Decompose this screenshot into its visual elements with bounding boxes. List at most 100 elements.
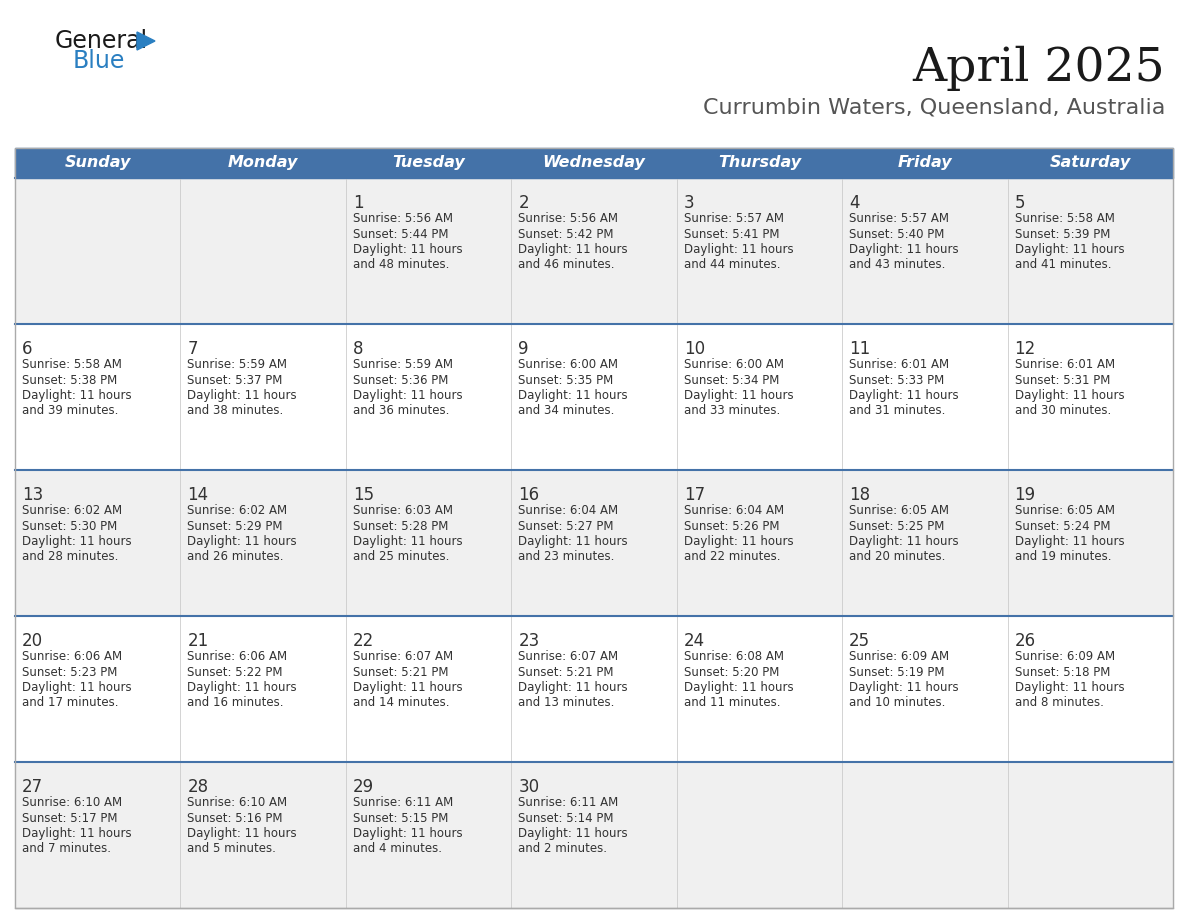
Text: Sunset: 5:24 PM: Sunset: 5:24 PM (1015, 520, 1110, 532)
Text: Sunrise: 5:57 AM: Sunrise: 5:57 AM (849, 212, 949, 225)
Bar (15, 324, 1173, 470)
Text: Sunrise: 6:11 AM: Sunrise: 6:11 AM (353, 796, 453, 809)
Text: Sunrise: 6:04 AM: Sunrise: 6:04 AM (684, 504, 784, 517)
Text: and 19 minutes.: and 19 minutes. (1015, 551, 1111, 564)
Text: and 20 minutes.: and 20 minutes. (849, 551, 946, 564)
Text: Daylight: 11 hours: Daylight: 11 hours (684, 389, 794, 402)
Text: Sunrise: 6:00 AM: Sunrise: 6:00 AM (684, 358, 784, 371)
Bar (15, 178, 1173, 324)
Text: Sunrise: 6:02 AM: Sunrise: 6:02 AM (23, 504, 122, 517)
Text: Sunset: 5:21 PM: Sunset: 5:21 PM (353, 666, 448, 678)
Text: 5: 5 (1015, 194, 1025, 212)
Text: Sunset: 5:14 PM: Sunset: 5:14 PM (518, 812, 614, 824)
Text: 7: 7 (188, 340, 198, 358)
Text: Daylight: 11 hours: Daylight: 11 hours (353, 243, 462, 256)
Text: 16: 16 (518, 486, 539, 504)
Text: Sunset: 5:19 PM: Sunset: 5:19 PM (849, 666, 944, 678)
Text: and 4 minutes.: and 4 minutes. (353, 843, 442, 856)
Text: Sunset: 5:25 PM: Sunset: 5:25 PM (849, 520, 944, 532)
Text: Daylight: 11 hours: Daylight: 11 hours (1015, 389, 1124, 402)
Text: Daylight: 11 hours: Daylight: 11 hours (353, 827, 462, 840)
Text: Sunset: 5:41 PM: Sunset: 5:41 PM (684, 228, 779, 241)
Text: Daylight: 11 hours: Daylight: 11 hours (518, 243, 628, 256)
Text: and 13 minutes.: and 13 minutes. (518, 697, 614, 710)
Text: Daylight: 11 hours: Daylight: 11 hours (849, 243, 959, 256)
Text: Sunrise: 6:05 AM: Sunrise: 6:05 AM (849, 504, 949, 517)
Text: and 26 minutes.: and 26 minutes. (188, 551, 284, 564)
Text: Sunset: 5:16 PM: Sunset: 5:16 PM (188, 812, 283, 824)
Text: and 48 minutes.: and 48 minutes. (353, 259, 449, 272)
Text: Sunrise: 5:59 AM: Sunrise: 5:59 AM (353, 358, 453, 371)
Bar (15, 762, 1173, 908)
Text: Sunset: 5:26 PM: Sunset: 5:26 PM (684, 520, 779, 532)
Text: and 8 minutes.: and 8 minutes. (1015, 697, 1104, 710)
Text: Friday: Friday (898, 155, 952, 171)
Text: Sunset: 5:31 PM: Sunset: 5:31 PM (1015, 374, 1110, 386)
Text: Sunrise: 5:56 AM: Sunrise: 5:56 AM (353, 212, 453, 225)
Text: Sunrise: 5:58 AM: Sunrise: 5:58 AM (23, 358, 122, 371)
Text: 18: 18 (849, 486, 871, 504)
Text: Daylight: 11 hours: Daylight: 11 hours (1015, 681, 1124, 694)
Text: and 33 minutes.: and 33 minutes. (684, 405, 781, 418)
Text: April 2025: April 2025 (912, 45, 1165, 91)
Text: Daylight: 11 hours: Daylight: 11 hours (849, 681, 959, 694)
Text: Sunset: 5:30 PM: Sunset: 5:30 PM (23, 520, 118, 532)
Text: Thursday: Thursday (718, 155, 801, 171)
Text: Sunrise: 6:05 AM: Sunrise: 6:05 AM (1015, 504, 1114, 517)
Text: 19: 19 (1015, 486, 1036, 504)
Text: Daylight: 11 hours: Daylight: 11 hours (188, 389, 297, 402)
Text: 1: 1 (353, 194, 364, 212)
Text: Sunset: 5:27 PM: Sunset: 5:27 PM (518, 520, 614, 532)
Text: Daylight: 11 hours: Daylight: 11 hours (518, 535, 628, 548)
Text: Sunset: 5:35 PM: Sunset: 5:35 PM (518, 374, 613, 386)
Text: Sunrise: 6:01 AM: Sunrise: 6:01 AM (849, 358, 949, 371)
Text: Daylight: 11 hours: Daylight: 11 hours (23, 681, 132, 694)
Text: Daylight: 11 hours: Daylight: 11 hours (23, 535, 132, 548)
Text: 2: 2 (518, 194, 529, 212)
Text: 6: 6 (23, 340, 32, 358)
Text: 22: 22 (353, 632, 374, 650)
Text: Daylight: 11 hours: Daylight: 11 hours (684, 243, 794, 256)
Text: Sunset: 5:40 PM: Sunset: 5:40 PM (849, 228, 944, 241)
Text: Sunrise: 6:03 AM: Sunrise: 6:03 AM (353, 504, 453, 517)
Bar (15, 470, 1173, 616)
Text: Currumbin Waters, Queensland, Australia: Currumbin Waters, Queensland, Australia (702, 98, 1165, 118)
Text: and 10 minutes.: and 10 minutes. (849, 697, 946, 710)
Text: 12: 12 (1015, 340, 1036, 358)
Text: and 34 minutes.: and 34 minutes. (518, 405, 614, 418)
Text: Sunset: 5:15 PM: Sunset: 5:15 PM (353, 812, 448, 824)
Text: and 2 minutes.: and 2 minutes. (518, 843, 607, 856)
Text: and 28 minutes.: and 28 minutes. (23, 551, 119, 564)
Text: and 7 minutes.: and 7 minutes. (23, 843, 110, 856)
Text: and 14 minutes.: and 14 minutes. (353, 697, 449, 710)
Text: Sunrise: 6:11 AM: Sunrise: 6:11 AM (518, 796, 619, 809)
Text: 24: 24 (684, 632, 704, 650)
Text: 20: 20 (23, 632, 43, 650)
Text: Sunrise: 5:56 AM: Sunrise: 5:56 AM (518, 212, 618, 225)
Text: Sunset: 5:28 PM: Sunset: 5:28 PM (353, 520, 448, 532)
Text: Sunset: 5:44 PM: Sunset: 5:44 PM (353, 228, 448, 241)
Text: 30: 30 (518, 778, 539, 796)
Text: Sunset: 5:37 PM: Sunset: 5:37 PM (188, 374, 283, 386)
Text: 8: 8 (353, 340, 364, 358)
Text: Saturday: Saturday (1050, 155, 1131, 171)
Text: Sunrise: 5:57 AM: Sunrise: 5:57 AM (684, 212, 784, 225)
Text: and 25 minutes.: and 25 minutes. (353, 551, 449, 564)
Text: and 39 minutes.: and 39 minutes. (23, 405, 119, 418)
Text: and 22 minutes.: and 22 minutes. (684, 551, 781, 564)
Bar (15, 616, 1173, 762)
Text: General: General (55, 29, 148, 53)
Text: Daylight: 11 hours: Daylight: 11 hours (1015, 535, 1124, 548)
Text: and 16 minutes.: and 16 minutes. (188, 697, 284, 710)
Text: Sunset: 5:42 PM: Sunset: 5:42 PM (518, 228, 614, 241)
Text: Tuesday: Tuesday (392, 155, 465, 171)
Text: Daylight: 11 hours: Daylight: 11 hours (849, 535, 959, 548)
Text: Sunset: 5:17 PM: Sunset: 5:17 PM (23, 812, 118, 824)
Text: Daylight: 11 hours: Daylight: 11 hours (1015, 243, 1124, 256)
Text: Sunrise: 6:10 AM: Sunrise: 6:10 AM (23, 796, 122, 809)
Text: 10: 10 (684, 340, 704, 358)
Text: and 41 minutes.: and 41 minutes. (1015, 259, 1111, 272)
Text: Sunrise: 6:04 AM: Sunrise: 6:04 AM (518, 504, 619, 517)
Text: and 46 minutes.: and 46 minutes. (518, 259, 614, 272)
Text: 25: 25 (849, 632, 871, 650)
